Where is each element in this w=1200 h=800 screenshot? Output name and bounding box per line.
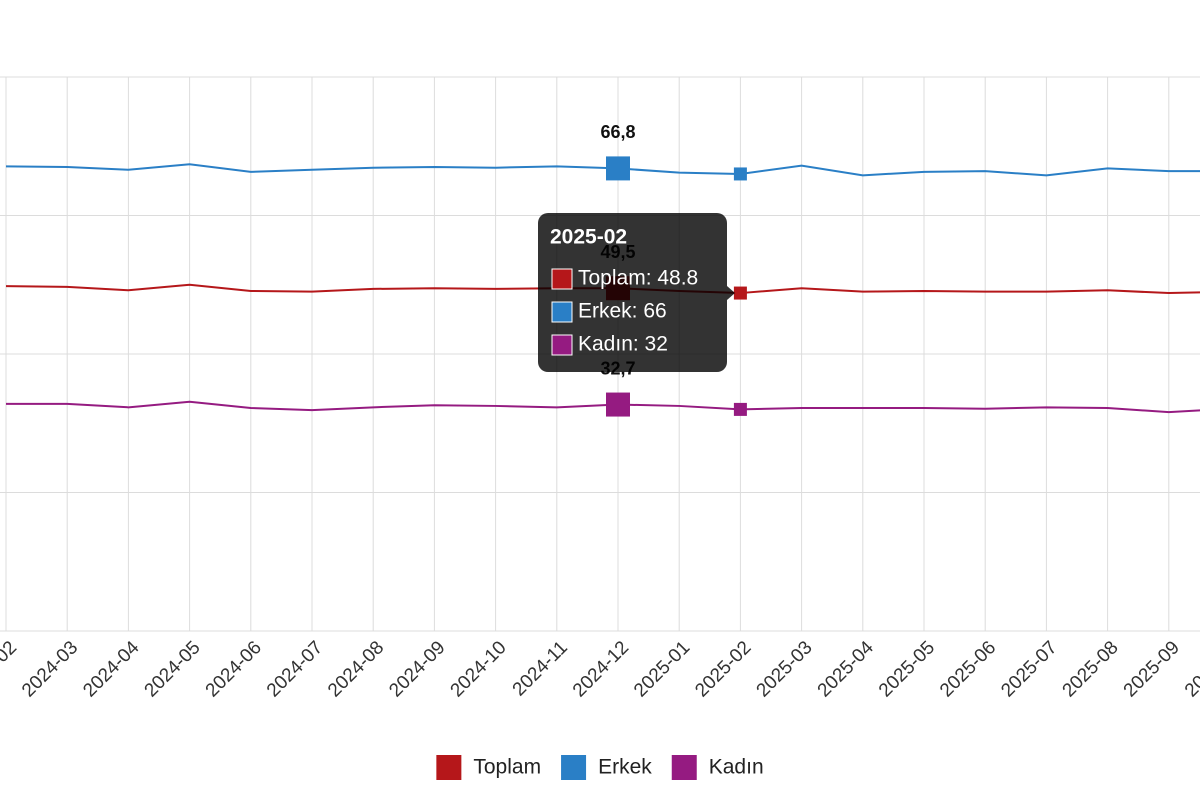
x-tick-label: 2024-05 <box>141 637 205 701</box>
x-tick-label: 2024-08 <box>324 637 388 701</box>
x-tick-label: 2025-08 <box>1059 637 1123 701</box>
x-tick-label: 2024-04 <box>79 637 143 701</box>
x-tick-label: 2024-07 <box>263 637 327 701</box>
x-tick-label: 2025-02 <box>691 637 755 701</box>
tooltip-swatch <box>551 268 573 290</box>
tooltip-swatch <box>551 334 573 356</box>
x-tick-label: 2025-10 <box>1181 637 1200 701</box>
tooltip-swatch <box>551 301 573 323</box>
point-marker <box>606 392 630 417</box>
legend: Toplam Erkek Kadın <box>436 755 764 780</box>
x-tick-label: 2025-09 <box>1120 637 1184 701</box>
legend-label: Kadın <box>709 756 764 779</box>
x-tick-label: 2024-09 <box>385 637 449 701</box>
tooltip: 2025-02 Toplam: 48.8 Erkek: 66 Kadın: 32 <box>538 213 735 372</box>
point-marker <box>733 167 747 181</box>
tooltip-title: 2025-02 <box>550 226 627 249</box>
point-marker <box>733 402 747 416</box>
legend-swatch <box>436 755 462 780</box>
tooltip-box <box>538 213 727 372</box>
x-tick-label: 2024-10 <box>447 637 511 701</box>
x-tick-label: 2025-01 <box>630 637 694 701</box>
point-marker <box>606 156 630 181</box>
x-tick-label: 2025-03 <box>753 637 817 701</box>
tooltip-item: Toplam: 48.8 <box>578 267 698 290</box>
legend-swatch <box>671 755 697 780</box>
legend-label: Toplam <box>473 756 541 779</box>
x-tick-label: 2024-11 <box>509 637 572 700</box>
x-tick-label: 2025-04 <box>814 637 878 701</box>
tooltip-arrow <box>727 286 735 300</box>
x-tick-label: 2025-05 <box>875 637 939 701</box>
legend-item[interactable]: Kadın <box>671 755 764 780</box>
legend-item[interactable]: Toplam <box>436 755 541 780</box>
x-tick-label: 2024-12 <box>569 637 633 701</box>
x-tick-label: 2024-03 <box>18 637 82 701</box>
tooltip-item: Erkek: 66 <box>578 300 667 323</box>
data-label: 66,8 <box>600 122 635 142</box>
series-line <box>6 400 1200 414</box>
x-tick-label: 2025-06 <box>936 637 1000 701</box>
legend-label: Erkek <box>598 756 652 779</box>
x-tick-label: 2025-07 <box>997 637 1061 701</box>
legend-swatch <box>561 755 587 780</box>
point-marker <box>733 286 747 300</box>
series-line <box>5 163 1200 177</box>
tooltip-item: Kadın: 32 <box>578 333 668 356</box>
legend-item[interactable]: Erkek <box>561 755 652 780</box>
x-tick-label: 2024-06 <box>202 637 266 701</box>
x-tick-label: 2024-02 <box>0 637 21 701</box>
